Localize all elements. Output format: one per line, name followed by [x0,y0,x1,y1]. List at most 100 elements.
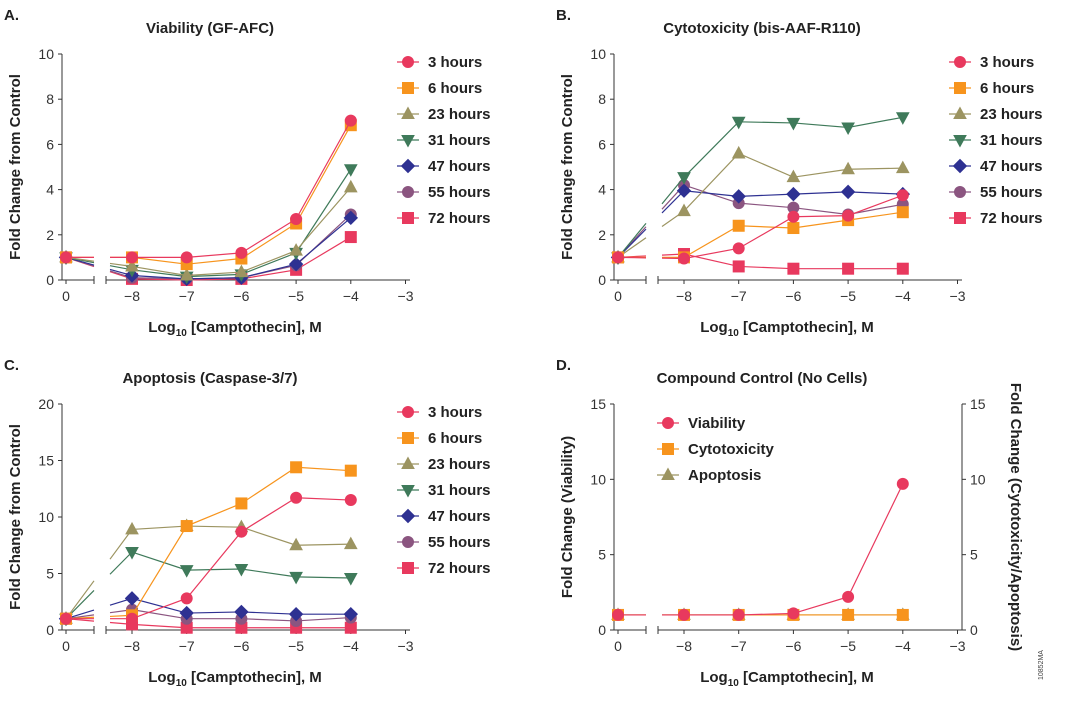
legend-label: 6 hours [980,80,1034,97]
legend-marker [402,82,414,94]
data-point [179,565,194,578]
legend-marker [954,82,966,94]
legend-label: 55 hours [428,184,491,201]
legend-label: 55 hours [980,184,1043,201]
legend-marker [401,485,415,498]
legend-item: 47 hours [949,158,1043,175]
data-point [786,117,801,131]
x-tick-label: 0 [614,638,622,654]
panel-label: D. [556,357,571,374]
legend-item: 55 hours [397,184,491,201]
data-point [732,219,745,232]
x-tick-label: −5 [288,288,304,304]
y-tick-label: 5 [46,566,54,582]
y-tick-label: 0 [46,622,54,638]
panel-d: D. Compound Control (No Cells) 0 5 10 15 Fold … [556,357,1024,689]
legend-item: 6 hours [397,430,482,447]
x-tick-label: −5 [840,288,856,304]
y-tick-label: 8 [46,91,54,107]
legend-label: 3 hours [980,54,1034,71]
series-line [662,483,904,616]
x-tick-label: −8 [124,288,140,304]
y-tick-label: 2 [598,227,606,243]
legend-item: 72 hours [397,560,491,577]
y-tick-label: 10 [590,471,606,487]
data-point [343,573,358,586]
x-tick-label: −6 [785,638,801,654]
legend-item: 55 hours [949,184,1043,201]
data-point [290,491,303,504]
series-6-hours [612,206,909,264]
data-point [343,210,359,226]
data-point [343,164,358,177]
data-point [787,607,800,620]
legend-item: 23 hours [949,106,1043,123]
data-point [235,497,248,510]
y-tick-label-right: 15 [970,396,986,412]
y-tick-label: 10 [38,509,54,525]
legend-marker [401,456,415,469]
legend-label: 47 hours [428,508,491,525]
legend-label: 47 hours [428,158,491,175]
series-55-hours [60,208,357,285]
legend-marker [402,432,414,444]
y-tick-label: 0 [598,622,606,638]
panel-c: C. Apoptosis (Caspase-3/7) 0 5 10 15 20 Fold Ch… [4,357,491,689]
x-axis-label: Log10 [Camptothecin], M [148,319,322,339]
x-tick-label: −4 [343,288,359,304]
series-line [110,124,352,265]
legend-label: Viability [688,415,746,432]
series-line [109,466,351,618]
legend-marker [401,106,415,119]
y-tick-label: 0 [598,272,606,288]
data-point [895,160,910,174]
data-point [612,251,624,264]
data-point [896,206,909,219]
panel-label: A. [4,7,19,24]
legend-item: 31 hours [397,482,491,499]
data-point [235,246,248,259]
data-point [344,494,357,507]
x-tick-label: −4 [343,638,359,654]
data-point [896,189,909,202]
data-point [732,608,745,621]
data-point [289,243,303,256]
legend-label: 6 hours [428,80,482,97]
data-point [787,210,800,223]
y-tick-label-right: 10 [970,471,986,487]
series-line [109,217,352,280]
data-point [787,222,800,235]
y-tick-label: 2 [46,227,54,243]
legend-marker [662,443,674,455]
legend-marker [661,467,675,480]
x-tick-label: −3 [398,638,414,654]
legend-item: 3 hours [949,54,1034,71]
y-tick-label: 6 [598,136,606,152]
legend-label: 23 hours [428,456,491,473]
series-line [65,580,95,620]
x-tick-label: −3 [950,638,966,654]
legend-item: 31 hours [949,132,1043,149]
series-23-hours [59,179,358,281]
x-tick-label: −3 [398,288,414,304]
series-6-hours [60,461,357,625]
legend-label: 55 hours [428,534,491,551]
data-point [343,536,358,550]
data-point [786,169,801,183]
chart-title: Apoptosis (Caspase-3/7) [122,370,297,387]
x-tick-label: 0 [614,288,622,304]
y-tick-label-right: 0 [970,622,978,638]
data-point [842,608,855,621]
series-3-hours [60,491,357,625]
legend-label: 23 hours [980,106,1043,123]
series-line [109,186,352,277]
x-tick-label: 0 [62,288,70,304]
x-tick-label: −8 [124,638,140,654]
legend-item: Apoptosis [657,467,761,484]
data-point [235,525,248,538]
data-point [842,209,855,222]
panel-label: B. [556,7,571,24]
legend-label: 31 hours [428,482,491,499]
x-tick-label: −4 [895,638,911,654]
x-tick-label: −6 [233,638,249,654]
